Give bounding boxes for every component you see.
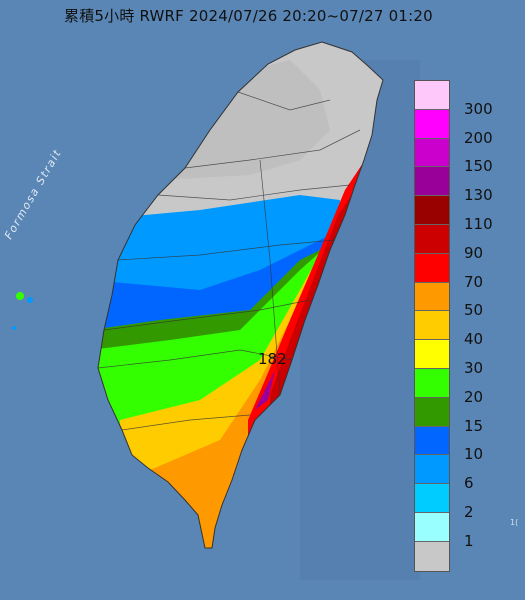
legend-swatch: [415, 253, 449, 283]
legend-swatch: [415, 512, 449, 542]
legend-swatch: [415, 138, 449, 168]
legend-swatch: [415, 224, 449, 254]
legend-swatch: [415, 541, 449, 571]
legend-swatch: [415, 455, 449, 485]
rain-peak-core: [255, 370, 275, 410]
legend-label: 300: [464, 99, 493, 118]
legend-label: 10: [464, 445, 484, 464]
legend-swatch: [415, 282, 449, 312]
legend-swatch: [415, 426, 449, 456]
penghu-rain-patch: [16, 292, 24, 300]
legend-swatch: [415, 311, 449, 341]
legend-label: 150: [464, 157, 493, 176]
penghu-rain-patch: [12, 326, 16, 330]
legend-label: 50: [464, 301, 484, 320]
legend-label: 1: [464, 531, 474, 550]
max-rainfall-label: 182: [258, 350, 287, 368]
county-boundaries: [97, 91, 361, 431]
rainfall-legend: [414, 80, 450, 572]
northern-terrain: [160, 60, 330, 180]
legend-label: 70: [464, 272, 484, 291]
legend-label: 15: [464, 416, 484, 435]
legend-swatch: [415, 397, 449, 427]
legend-label: 90: [464, 243, 484, 262]
corner-label: 1(: [510, 518, 519, 527]
legend-label: 6: [464, 474, 474, 493]
legend-label: 200: [464, 128, 493, 147]
legend-label: 40: [464, 330, 484, 349]
legend-label: 130: [464, 186, 493, 205]
legend-label: 110: [464, 215, 493, 233]
penghu-rain-patch: [27, 297, 33, 303]
legend-label: 20: [464, 387, 484, 406]
legend-label: 2: [464, 503, 474, 521]
legend-swatch: [415, 484, 449, 513]
legend-swatch: [415, 167, 449, 197]
legend-swatch: [415, 340, 449, 369]
legend-swatch: [415, 109, 449, 139]
legend-swatch: [415, 81, 449, 110]
legend-label: 30: [464, 359, 484, 377]
legend-swatch: [415, 368, 449, 398]
map-title: 累積5小時 RWRF 2024/07/26 20:20~07/27 01:20: [64, 7, 433, 25]
legend-swatch: [415, 196, 449, 225]
coastline: [97, 41, 384, 549]
